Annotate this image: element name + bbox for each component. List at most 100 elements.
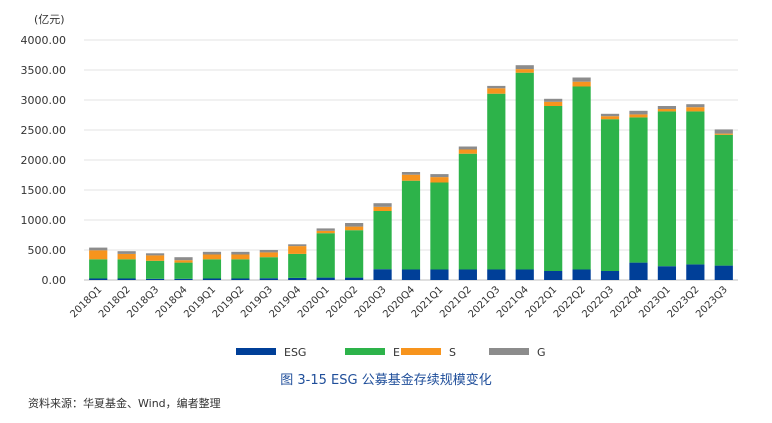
bar-segment-s	[487, 88, 506, 94]
bar-segment-s	[686, 107, 705, 112]
bar-segment-esg	[89, 278, 108, 280]
bar-segment-esg	[345, 277, 364, 280]
bar-segment-esg	[401, 269, 421, 280]
bars	[89, 65, 733, 280]
y-tick-label: 1500.00	[21, 184, 67, 197]
bar-segment-g	[544, 98, 563, 102]
bar-segment-e	[316, 233, 335, 278]
bar-segment-esg	[174, 278, 193, 280]
bar-segment-e	[145, 260, 165, 279]
bar-segment-esg	[629, 262, 648, 280]
bar-segment-e	[544, 106, 563, 271]
bar-segment-e	[117, 259, 136, 279]
bar-segment-s	[544, 101, 563, 106]
bar-segment-e	[174, 262, 193, 279]
bar-segment-esg	[572, 269, 591, 280]
legend-swatch-s	[401, 348, 441, 355]
bar-segment-esg	[515, 269, 534, 280]
bar-segment-esg	[686, 264, 705, 280]
bar-segment-g	[714, 129, 733, 134]
y-tick-label: 0.00	[42, 274, 67, 287]
bar-segment-g	[231, 251, 250, 255]
legend-label-esg: ESG	[284, 346, 306, 359]
bar-segment-g	[174, 257, 193, 261]
bar-segment-g	[145, 253, 165, 256]
bar-segment-e	[572, 86, 591, 270]
bar-segment-g	[515, 65, 534, 70]
bar-segment-g	[259, 250, 278, 253]
bar-segment-e	[345, 230, 364, 278]
bar-segment-g	[430, 174, 449, 178]
bar-segment-e	[288, 253, 307, 278]
bar-segment-esg	[373, 269, 392, 280]
source-note: 资料来源：华夏基金、Wind，编者整理	[28, 397, 221, 410]
bar-segment-s	[458, 149, 477, 154]
bar-segment-esg	[259, 278, 278, 280]
bar-segment-s	[430, 177, 449, 183]
bar-segment-s	[657, 109, 677, 112]
bar-segment-g	[629, 110, 648, 115]
bar-segment-s	[117, 253, 136, 260]
bar-segment-s	[231, 254, 250, 260]
legend-swatch-esg	[236, 348, 276, 355]
legend-swatch-g	[489, 348, 529, 355]
bar-segment-g	[202, 251, 222, 255]
bar-segment-e	[202, 259, 222, 279]
bar-segment-g	[401, 172, 421, 175]
bar-segment-s	[345, 226, 364, 231]
y-tick-label: 3500.00	[21, 64, 67, 77]
bar-segment-e	[487, 93, 506, 270]
bar-segment-e	[600, 119, 620, 271]
bar-segment-e	[629, 117, 648, 263]
bar-segment-s	[629, 114, 648, 118]
bar-segment-esg	[430, 269, 449, 280]
bar-segment-g	[458, 146, 477, 150]
legend-label-s: S	[449, 346, 456, 359]
bar-segment-esg	[288, 277, 307, 280]
bar-segment-s	[316, 230, 335, 234]
y-tick-label: 500.00	[28, 244, 67, 257]
y-tick-label: 2000.00	[21, 154, 67, 167]
bar-segment-esg	[544, 271, 563, 280]
bar-segment-esg	[714, 265, 733, 280]
bar-segment-s	[288, 246, 307, 254]
bar-segment-esg	[316, 277, 335, 280]
bar-segment-g	[572, 77, 591, 82]
y-axis-ticks: 0.00 500.00 1000.00 1500.00 2000.00 2500.00 30…	[21, 34, 67, 287]
legend-swatch-e	[345, 348, 385, 355]
bar-segment-s	[89, 250, 108, 260]
bar-segment-esg	[600, 271, 620, 280]
bar-segment-g	[117, 251, 136, 254]
bar-segment-esg	[231, 278, 250, 280]
bar-segment-s	[401, 174, 421, 181]
bar-segment-esg	[202, 278, 222, 280]
bar-segment-s	[600, 116, 620, 120]
y-tick-label: 2500.00	[21, 124, 67, 137]
legend-label-g: G	[537, 346, 546, 359]
bar-segment-e	[714, 134, 733, 266]
bar-segment-g	[373, 203, 392, 207]
bar-segment-s	[145, 255, 165, 261]
bar-segment-e	[515, 72, 534, 270]
bar-segment-s	[515, 69, 534, 73]
bar-segment-esg	[487, 269, 506, 280]
y-unit-label: (亿元)	[34, 13, 65, 26]
y-tick-label: 3000.00	[21, 94, 67, 107]
bar-segment-e	[373, 211, 392, 270]
bar-segment-g	[686, 104, 705, 108]
y-tick-label: 1000.00	[21, 214, 67, 227]
bar-segment-g	[345, 223, 364, 227]
bar-segment-e	[657, 111, 677, 267]
bar-segment-e	[401, 180, 421, 270]
bar-segment-s	[714, 133, 733, 135]
figure-caption: 图 3-15 ESG 公募基金存续规模变化	[280, 373, 492, 388]
bar-segment-g	[657, 106, 677, 109]
bar-segment-s	[373, 206, 392, 211]
bar-segment-esg	[657, 266, 677, 280]
bar-segment-g	[487, 85, 506, 89]
bar-segment-s	[174, 260, 193, 263]
bar-segment-e	[89, 259, 108, 279]
bar-segment-g	[89, 247, 108, 251]
bar-segment-g	[600, 113, 620, 117]
